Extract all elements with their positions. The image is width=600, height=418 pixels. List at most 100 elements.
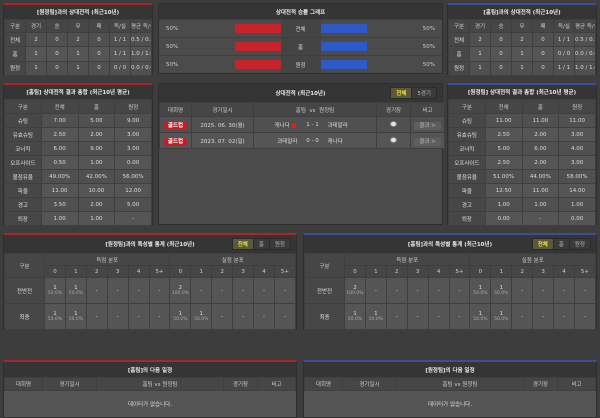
table-row: 코너킥 5.00 6.00 4.00 xyxy=(448,141,596,156)
tab-0[interactable]: 전체 xyxy=(232,239,253,249)
stats-table: 구분 전체 홈 원정 슈팅 11.00 11.00 11.00 유효슈팅 2.50 2.00 3.00… xyxy=(448,99,596,226)
cell: 11.00 xyxy=(40,183,79,198)
cell-count: - xyxy=(137,313,140,320)
empty-message: 데이터가 없습니다. xyxy=(304,391,596,417)
tab-1[interactable]: 홈 xyxy=(552,239,569,249)
cell-percent: 100.0% xyxy=(346,291,364,296)
cell-count: 1 xyxy=(478,285,483,291)
panel-title-text: [홈팀] 상대전적 결과 총합 (최근10년 평균) xyxy=(26,90,130,96)
next-right-panel: [원정팀]의 다음 일정 대회명 경기일시 홈팀 vs 원정팀 경기장 비고 데이터가 없습… xyxy=(303,360,597,418)
league-badge[interactable]: 골드컵 xyxy=(163,121,188,130)
column-header: 홈팀 vs 원정팀 xyxy=(96,377,224,391)
cell: - xyxy=(211,303,234,330)
column-header: 무 xyxy=(511,19,533,33)
table-row: 파울 12.50 11.00 14.00 xyxy=(448,183,596,198)
cell: 1 / 1 xyxy=(109,46,131,62)
goal-count-header: 1 xyxy=(190,265,213,278)
tab-0[interactable]: 전체 xyxy=(391,88,412,98)
row-label: 경고 xyxy=(4,197,42,212)
column-header: 경기일시 xyxy=(42,377,97,391)
goal-count-header: 3 xyxy=(406,265,429,278)
cell: - xyxy=(190,277,213,304)
away-rate-bar xyxy=(320,42,367,51)
home-rate: 50% xyxy=(166,43,179,50)
tab-1[interactable]: 5경기 xyxy=(411,88,436,98)
cell-percent: 50.0% xyxy=(47,317,63,322)
column-header: 패 xyxy=(88,19,110,33)
row-label: 볼점유율 xyxy=(448,169,486,184)
graph-row-label: 원정 xyxy=(280,56,321,73)
row-label: 유효슈팅 xyxy=(4,127,42,142)
panel-title-text: [홈팀]과의 특성별 통계 (최근10년) xyxy=(407,242,493,248)
cell: - xyxy=(364,277,387,304)
cell: 56.00% xyxy=(114,169,152,184)
column-header: 전체 xyxy=(40,99,79,114)
cell: 2 xyxy=(511,31,533,48)
panel-title: [홈팀] 상대전적 결과 총합 (최근10년 평균) xyxy=(4,85,152,99)
table-row: 오프사이드 0.50 1.00 0.00 xyxy=(4,155,152,170)
cell: 0 xyxy=(532,46,554,62)
result-button[interactable]: 결과 > xyxy=(414,137,441,146)
schedule-table: 대회명 경기일시 홈팀 vs 원정팀 경기장 비고 xyxy=(304,377,596,391)
cell: - xyxy=(573,303,597,330)
row-label: 원정 xyxy=(448,60,470,76)
cell: 1 50.0% xyxy=(364,303,387,330)
cell: 1 50.0% xyxy=(344,303,366,330)
goal-count-header: 0 xyxy=(469,265,492,278)
row-label: 전체 xyxy=(448,31,470,48)
cell-count: 1 xyxy=(374,311,378,317)
result-button[interactable]: 결과 > xyxy=(414,121,441,130)
cell: 3.00 xyxy=(114,127,152,142)
cell: 51.00% xyxy=(484,169,523,184)
cell-count: - xyxy=(95,313,98,320)
cell: 0 / 0 xyxy=(109,60,131,76)
row-label: 슈팅 xyxy=(448,113,486,128)
cell: 9.00 xyxy=(77,141,116,156)
table-row: 전반전 2 100.0% - - - - -1 50.0% 1 50.0% - - - - xyxy=(304,277,597,304)
stadium-icon[interactable] xyxy=(390,136,398,143)
cell: 1 50.0% xyxy=(64,303,87,330)
red-card-icon xyxy=(291,122,296,128)
panel-title: 상대전적 (최근10년) 전체 5경기 xyxy=(159,84,442,102)
cell: 1 / 1 xyxy=(109,31,131,48)
column-header: 전체 xyxy=(484,99,523,114)
cell: 5.00 xyxy=(77,113,116,128)
row-label: 코너킥 xyxy=(448,141,486,156)
column-header: 홈 xyxy=(77,99,116,114)
cell-count: 1 xyxy=(53,285,57,291)
cell-percent: 50.0% xyxy=(494,291,509,296)
cell: 1.00 xyxy=(484,197,523,212)
cell: 42.00% xyxy=(77,169,116,184)
table-row: 슈팅 11.00 11.00 11.00 xyxy=(448,113,596,128)
tab-2[interactable]: 원정 xyxy=(268,239,290,249)
goal-count-header: 3 xyxy=(232,265,255,278)
league-badge[interactable]: 골드컵 xyxy=(163,137,188,146)
cell: - xyxy=(127,303,150,330)
tab-2[interactable]: 원정 xyxy=(568,239,590,249)
cell: - xyxy=(385,303,408,330)
cell: - xyxy=(253,303,275,330)
stadium-icon[interactable] xyxy=(390,120,398,127)
row-label: 홈 xyxy=(4,46,26,62)
home-rate-bar xyxy=(234,24,281,33)
column-header: 경기일시 xyxy=(342,377,397,391)
cell: - xyxy=(106,277,129,304)
cell: 2 100.0% xyxy=(344,277,366,304)
cell-count: - xyxy=(395,313,398,320)
group-header: 득점 분포 xyxy=(343,253,471,266)
cell-percent: 50.0% xyxy=(473,317,488,322)
cell-percent: 50.0% xyxy=(194,317,209,322)
tab-0[interactable]: 전체 xyxy=(532,239,553,249)
column-header: 패 xyxy=(532,19,554,33)
cell-count: - xyxy=(437,287,440,294)
cell: 58.00% xyxy=(558,169,596,184)
cell: - xyxy=(427,303,450,330)
goal-count-header: 5+ xyxy=(148,265,171,278)
row-label: 퇴장 xyxy=(4,211,42,226)
match-date: 2025. 06. 30(월) xyxy=(191,116,254,133)
tab-1[interactable]: 홈 xyxy=(252,239,269,249)
cell: 1.00 xyxy=(77,211,116,226)
cell: 0.5 / 0.5 xyxy=(574,31,596,48)
